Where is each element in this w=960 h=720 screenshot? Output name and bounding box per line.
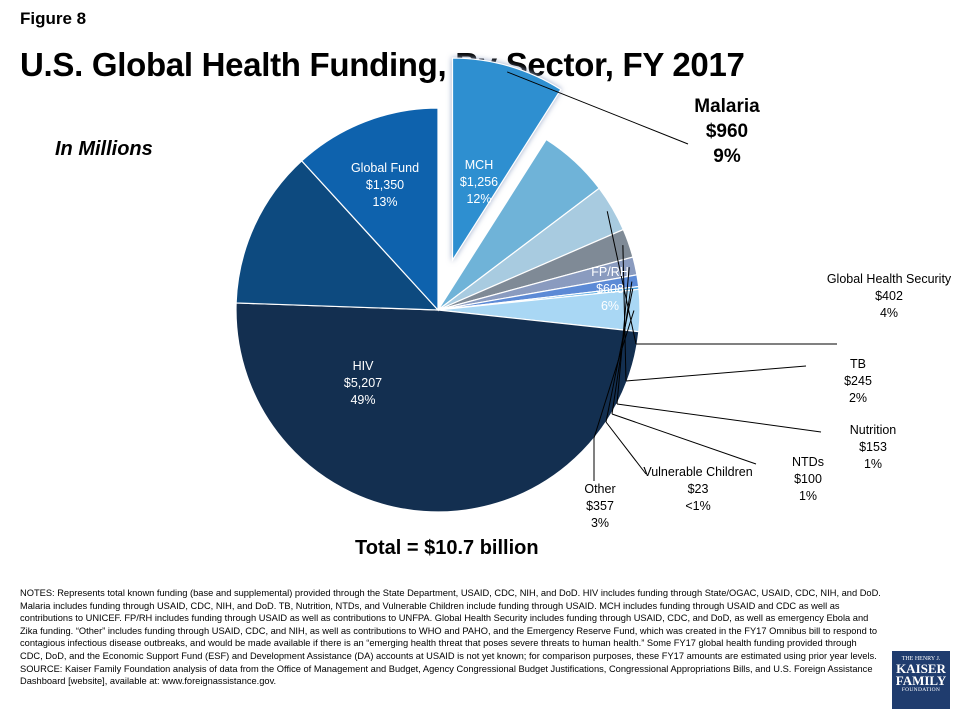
notes-text: NOTES: Represents total known funding (b… bbox=[20, 588, 881, 661]
figure-label: Figure 8 bbox=[20, 9, 87, 28]
leader-tail-ntds bbox=[611, 413, 757, 465]
logo-line-1: THE HENRY J. bbox=[901, 656, 941, 662]
slice-label-fp-rh-pct: 6% bbox=[601, 299, 619, 313]
slice-label-nutrition-name: Nutrition bbox=[850, 423, 897, 437]
slice-label-other-name: Other bbox=[584, 482, 615, 496]
slice-label-other-value: $357 bbox=[586, 499, 614, 513]
slice-label-nutrition-value: $153 bbox=[859, 440, 887, 454]
slice-label-mch-name: MCH bbox=[465, 158, 493, 172]
leader-tail-tb bbox=[625, 365, 807, 382]
pie-slice-malaria bbox=[451, 57, 562, 263]
pie-chart: Malaria $960 9% FP/RH $608 6% Global Health Se… bbox=[235, 57, 952, 530]
chart-title: U.S. Global Health Funding, By Sector, F… bbox=[20, 46, 745, 83]
slice-label-global-fund-pct: 13% bbox=[372, 195, 397, 209]
slice-label-mch-pct: 12% bbox=[466, 192, 491, 206]
kff-logo: THE HENRY J. KAISER FAMILY FOUNDATION bbox=[892, 651, 950, 709]
logo-line-2: KAISER bbox=[896, 661, 946, 676]
units-label: In Millions bbox=[55, 138, 153, 160]
slice-label-tb-name: TB bbox=[850, 357, 866, 371]
slice-label-fp-rh-value: $608 bbox=[596, 282, 624, 296]
pie-slice-mch bbox=[300, 107, 439, 312]
slice-label-tb-pct: 2% bbox=[849, 391, 867, 405]
leader-line-global-health-security bbox=[606, 211, 637, 345]
slice-label-global-fund-name: Global Fund bbox=[351, 161, 419, 175]
slice-label-ntds-pct: 1% bbox=[799, 489, 817, 503]
pie-slice-hiv bbox=[235, 302, 640, 513]
leader-line-malaria bbox=[507, 71, 689, 145]
slice-label-mch-value: $1,256 bbox=[460, 175, 498, 189]
slice-label-global-health-security-value: $402 bbox=[875, 289, 903, 303]
source-text: SOURCE: Kaiser Family Foundation analysi… bbox=[20, 663, 873, 687]
notes-block: NOTES: Represents total known funding (b… bbox=[20, 587, 882, 688]
logo-line-3: FAMILY bbox=[895, 673, 947, 688]
leader-line-tb bbox=[622, 245, 627, 382]
total-label: Total = $10.7 billion bbox=[355, 537, 539, 559]
slice-label-ntds-name: NTDs bbox=[792, 455, 824, 469]
slice-label-malaria-name: Malaria bbox=[694, 96, 760, 117]
slice-label-global-fund-value: $1,350 bbox=[366, 178, 404, 192]
slice-label-global-health-security-pct: 4% bbox=[880, 306, 898, 320]
leader-line-other bbox=[593, 310, 635, 439]
slice-label-hiv-pct: 49% bbox=[350, 393, 375, 407]
slice-label-malaria-pct: 9% bbox=[713, 146, 741, 167]
slice-label-vulnerable-children-value: $23 bbox=[688, 482, 709, 496]
logo-line-4: FOUNDATION bbox=[901, 687, 941, 693]
leader-tail-vulnerable-children bbox=[605, 421, 647, 475]
leader-tail-nutrition bbox=[616, 403, 822, 433]
slice-label-vulnerable-children-name: Vulnerable Children bbox=[643, 465, 752, 479]
slice-label-global-health-security-name: Global Health Security bbox=[827, 272, 952, 286]
slice-label-malaria-value: $960 bbox=[706, 121, 748, 142]
slice-label-hiv-name: HIV bbox=[353, 359, 375, 373]
slice-label-vulnerable-children-pct: <1% bbox=[685, 499, 710, 513]
pie-slice-global-fund bbox=[235, 160, 440, 311]
slice-label-fp-rh-name: FP/RH bbox=[591, 265, 629, 279]
slice-label-hiv-value: $5,207 bbox=[344, 376, 382, 390]
slice-label-nutrition-pct: 1% bbox=[864, 457, 882, 471]
slice-label-tb-value: $245 bbox=[844, 374, 872, 388]
slice-label-ntds-value: $100 bbox=[794, 472, 822, 486]
slice-label-other-pct: 3% bbox=[591, 516, 609, 530]
